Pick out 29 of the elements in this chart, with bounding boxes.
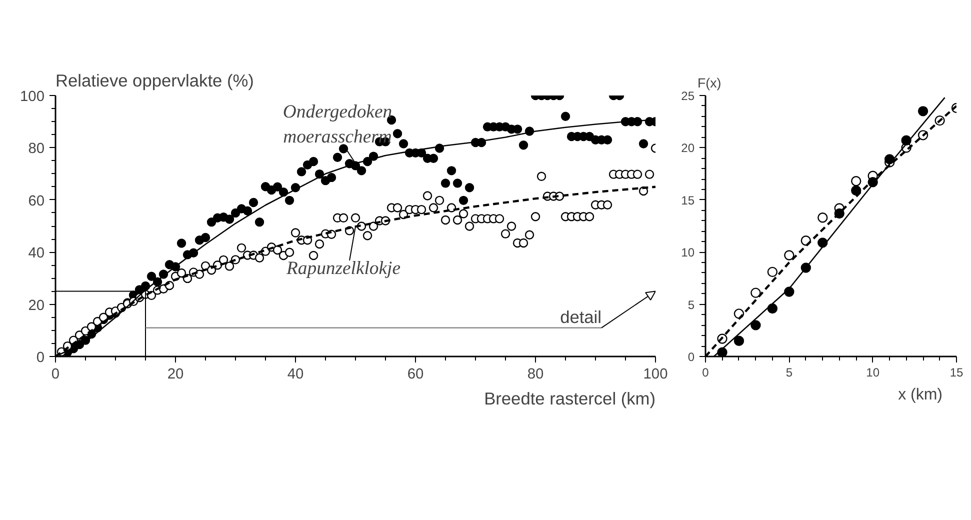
x-tick-label: 15 xyxy=(950,366,964,380)
y-tick-label: 25 xyxy=(681,89,695,103)
x-tick-label: 10 xyxy=(866,366,880,380)
y-axis-title: F(x) xyxy=(698,76,722,90)
x-axis-title: x (km) xyxy=(898,386,943,404)
x-tick-label: 40 xyxy=(287,366,304,382)
x-tick-label: 0 xyxy=(51,366,60,382)
legend-label: Rapunzelklokje xyxy=(286,258,400,279)
y-tick-label: 5 xyxy=(688,298,695,312)
x-tick-label: 60 xyxy=(407,366,424,382)
y-tick-label: 80 xyxy=(28,141,45,158)
y-tick-label: 0 xyxy=(36,350,45,366)
y-axis-title: Relatieve oppervlakte (%) xyxy=(56,70,254,90)
x-tick-label: 5 xyxy=(786,366,793,380)
y-tick-label: 20 xyxy=(681,141,695,156)
y-tick-label: 15 xyxy=(681,193,695,208)
y-tick-label: 60 xyxy=(28,193,45,210)
x-axis-title: Breedte rastercel (km) xyxy=(484,388,656,408)
y-tick-label: 0 xyxy=(688,350,695,364)
y-tick-label: 10 xyxy=(681,246,695,260)
annotation: detail xyxy=(560,306,602,327)
x-tick-label: 100 xyxy=(643,366,668,382)
series-label: Ondergedoken moerasscherm xyxy=(282,102,392,148)
x-tick-label: 80 xyxy=(527,366,544,382)
y-tick-label: 40 xyxy=(28,246,45,262)
x-tick-label: 0 xyxy=(702,366,710,380)
x-tick-label: 20 xyxy=(167,366,184,382)
y-tick-label: 20 xyxy=(28,298,45,314)
y-tick-label: 100 xyxy=(20,89,45,105)
